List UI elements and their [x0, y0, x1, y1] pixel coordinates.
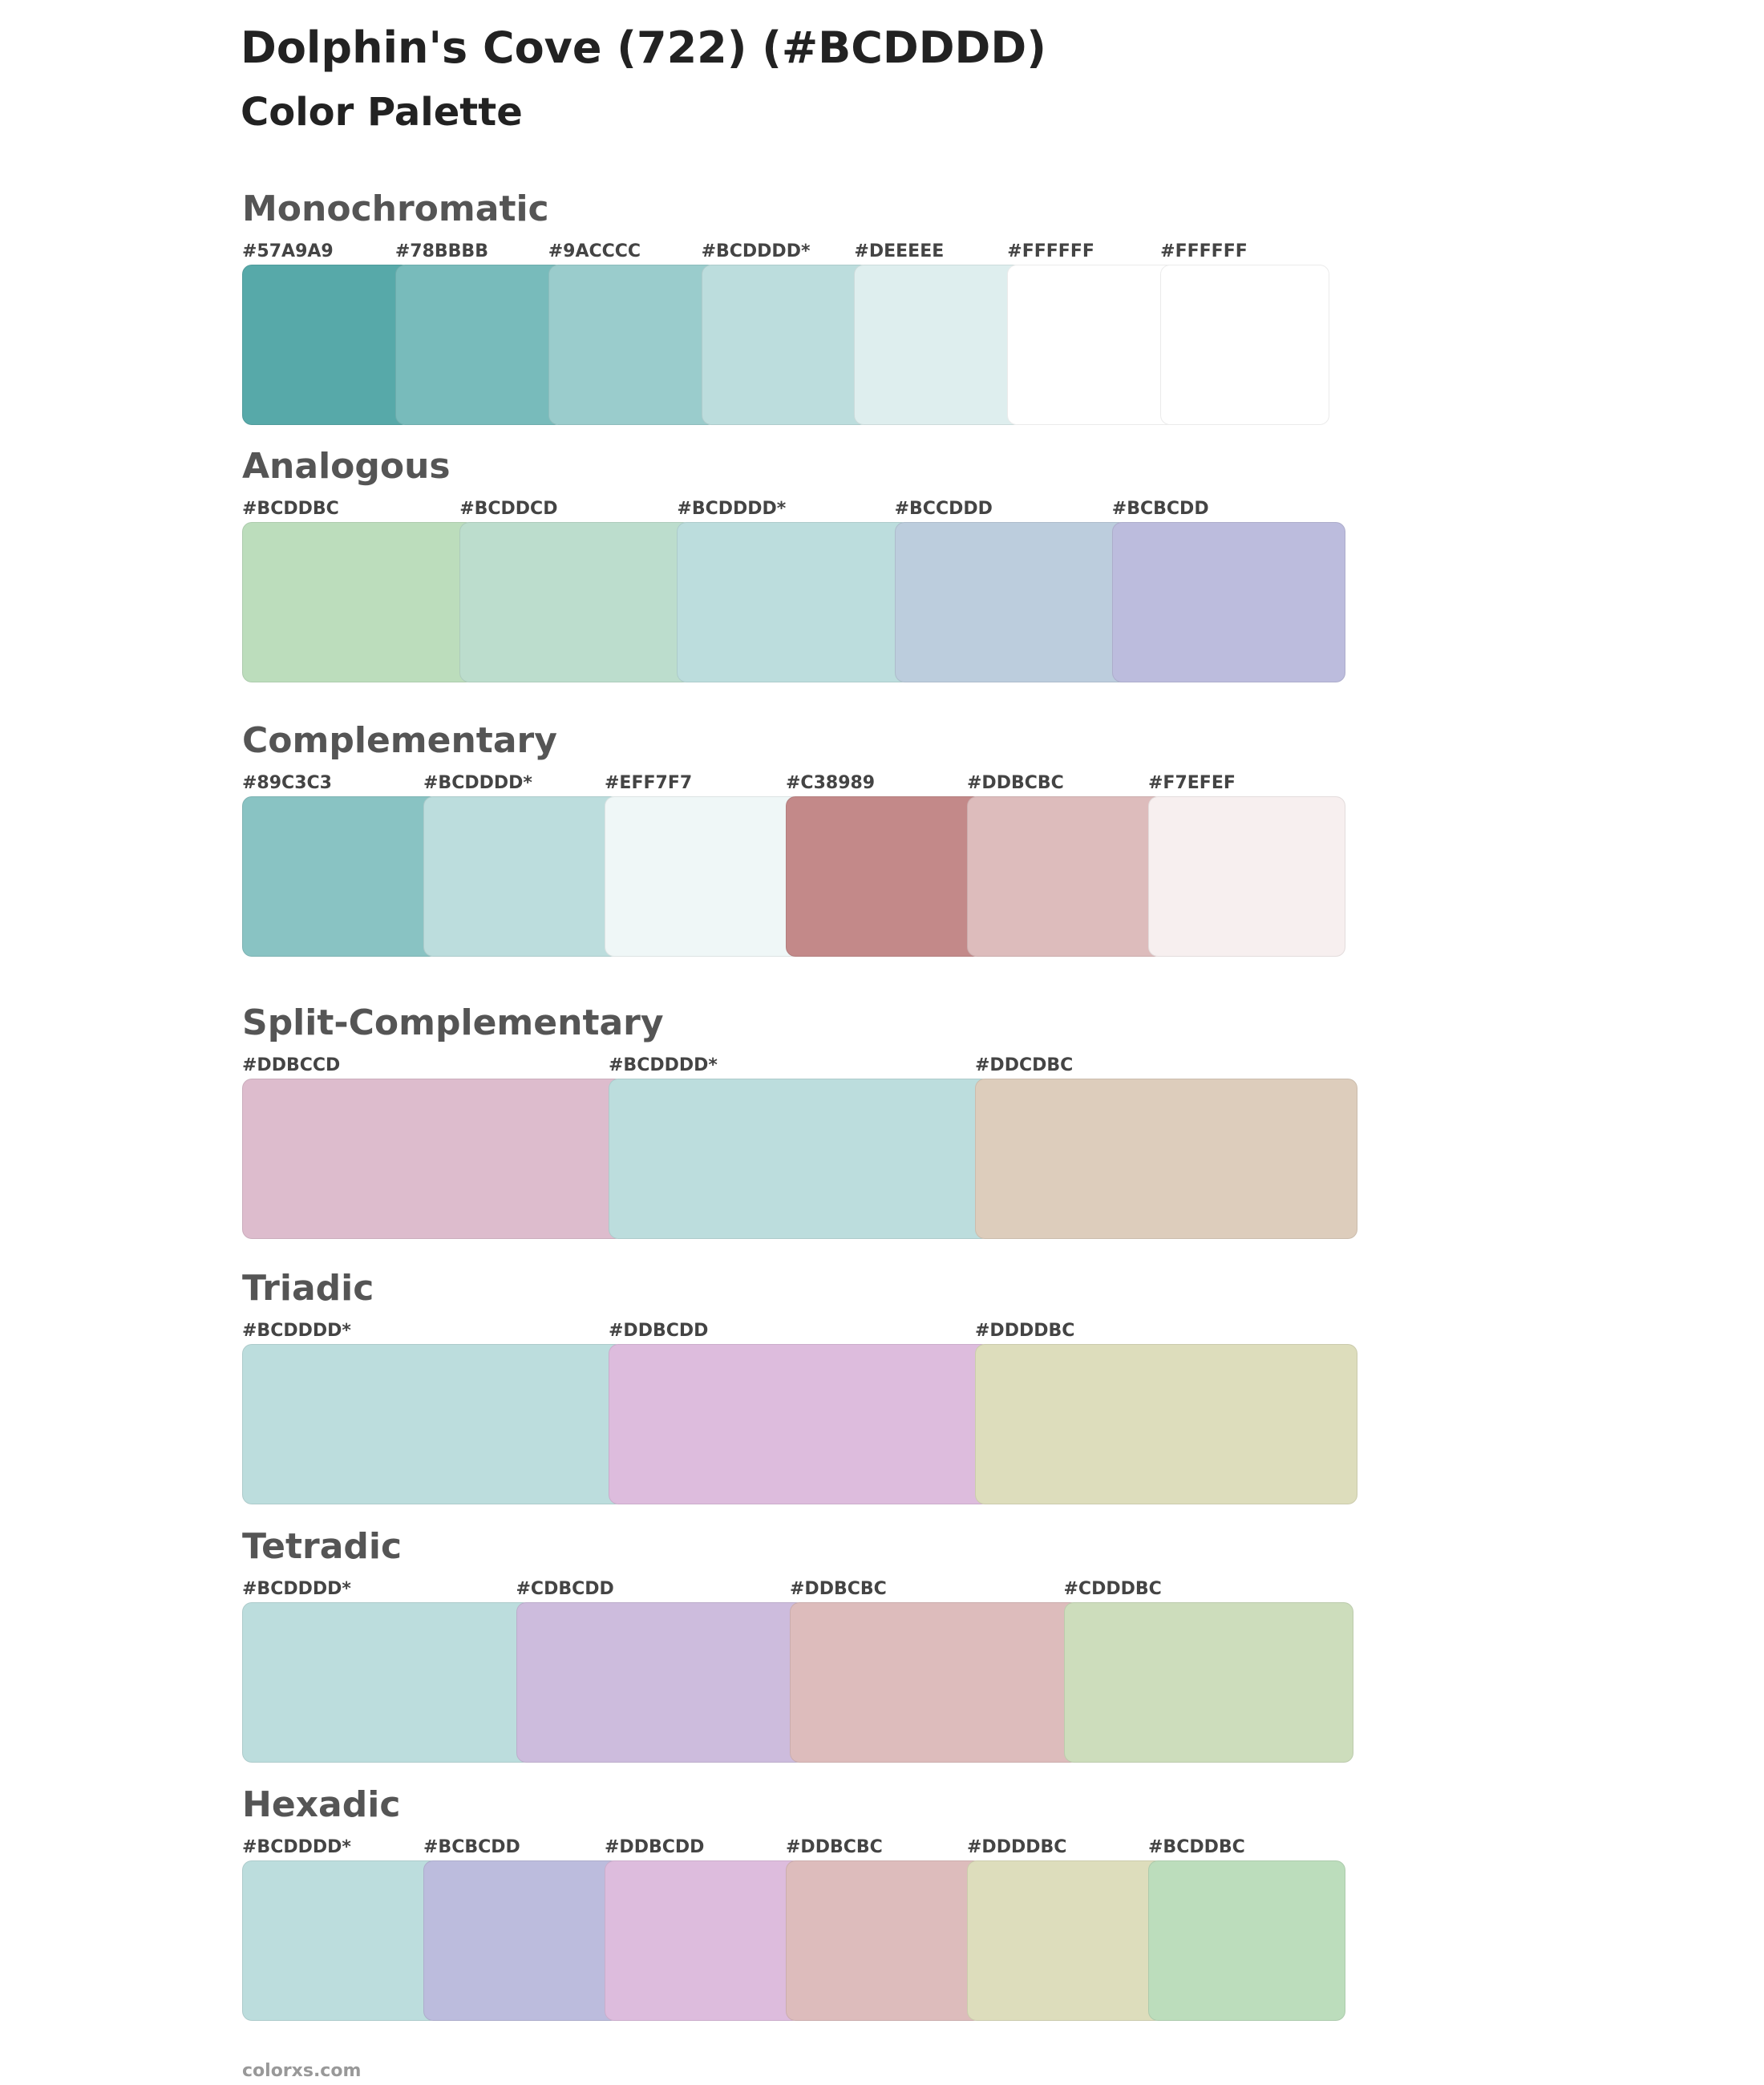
- color-swatch: [854, 265, 1024, 425]
- swatch-label: #DDDDBC: [967, 1837, 1067, 1857]
- color-swatch: [786, 1860, 983, 2021]
- swatch-label: #F7EFEF: [1148, 773, 1236, 793]
- section-heading: Analogous: [242, 446, 451, 487]
- swatch-label: #BCDDDD*: [242, 1579, 351, 1599]
- color-swatch: [242, 1344, 625, 1504]
- color-swatch: [1063, 1602, 1353, 1763]
- swatch-label: #BCDDDD*: [609, 1055, 718, 1075]
- swatch-label: #FFFFFF: [1160, 241, 1248, 261]
- color-swatch: [459, 522, 694, 682]
- swatch-label: #FFFFFF: [1007, 241, 1094, 261]
- swatch-label: #DDBCCD: [242, 1055, 341, 1075]
- swatch-label: #DDBCDD: [605, 1837, 705, 1857]
- section-heading: Monochromatic: [242, 188, 549, 229]
- swatch-label: #BCCDDD: [894, 499, 993, 519]
- swatch-label: #BCDDBC: [242, 499, 339, 519]
- color-swatch: [242, 265, 411, 425]
- swatch-label: #DDBCBC: [786, 1837, 883, 1857]
- color-swatch: [1007, 265, 1177, 425]
- page-title: Dolphin's Cove (722) (#BCDDDD): [241, 22, 1046, 73]
- color-swatch: [605, 1860, 802, 2021]
- swatch-label: #9ACCCC: [548, 241, 641, 261]
- color-swatch: [242, 1860, 439, 2021]
- swatch-label: #BCDDDD*: [242, 1837, 351, 1857]
- swatch-label: #BCBCDD: [1111, 499, 1209, 519]
- color-swatch: [609, 1344, 991, 1504]
- color-swatch: [242, 1602, 532, 1763]
- color-swatch: [423, 796, 621, 957]
- section-heading: Complementary: [242, 720, 557, 761]
- color-swatch: [242, 796, 439, 957]
- swatch-label: #DEEEEE: [854, 241, 945, 261]
- section-heading: Triadic: [242, 1268, 374, 1309]
- color-swatch: [1148, 1860, 1345, 2021]
- color-swatch: [677, 522, 911, 682]
- color-swatch: [242, 522, 476, 682]
- color-swatch: [790, 1602, 1080, 1763]
- color-swatch: [1111, 522, 1345, 682]
- swatch-label: #EFF7F7: [605, 773, 693, 793]
- section-heading: Hexadic: [242, 1784, 401, 1825]
- swatch-label: #BCBCDD: [423, 1837, 520, 1857]
- swatch-label: #DDBCBC: [790, 1579, 887, 1599]
- section-heading: Split-Complementary: [242, 1002, 664, 1043]
- color-swatch: [786, 796, 983, 957]
- swatch-label: #89C3C3: [242, 773, 332, 793]
- swatch-label: #DDDDBC: [975, 1321, 1075, 1341]
- color-swatch: [1148, 796, 1345, 957]
- color-swatch: [516, 1602, 806, 1763]
- swatch-label: #CDBCDD: [516, 1579, 614, 1599]
- color-swatch: [242, 1079, 625, 1239]
- color-swatch: [967, 1860, 1164, 2021]
- footer: colorxs.com: [242, 2061, 362, 2081]
- color-swatch: [975, 1344, 1357, 1504]
- swatch-label: #BCDDCD: [459, 499, 558, 519]
- color-swatch: [609, 1079, 991, 1239]
- color-swatch: [548, 265, 718, 425]
- swatch-label: #CDDDBC: [1063, 1579, 1162, 1599]
- swatch-label: #BCDDBC: [1148, 1837, 1245, 1857]
- swatch-label: #BCDDDD*: [677, 499, 787, 519]
- color-swatch: [975, 1079, 1357, 1239]
- color-swatch: [701, 265, 871, 425]
- color-swatch: [423, 1860, 621, 2021]
- page-subtitle: Color Palette: [241, 90, 523, 135]
- swatch-label: #BCDDDD*: [242, 1321, 351, 1341]
- swatch-label: #78BBBB: [394, 241, 488, 261]
- swatch-label: #C38989: [786, 773, 876, 793]
- swatch-label: #BCDDDD*: [701, 241, 811, 261]
- section-heading: Tetradic: [242, 1526, 403, 1567]
- color-swatch: [894, 522, 1128, 682]
- swatch-label: #DDBCDD: [609, 1321, 709, 1341]
- color-swatch: [1160, 265, 1329, 425]
- color-swatch: [394, 265, 564, 425]
- swatch-label: #BCDDDD*: [423, 773, 532, 793]
- swatch-label: #DDBCBC: [967, 773, 1064, 793]
- swatch-label: #57A9A9: [242, 241, 334, 261]
- color-swatch: [967, 796, 1164, 957]
- color-swatch: [605, 796, 802, 957]
- swatch-label: #DDCDBC: [975, 1055, 1074, 1075]
